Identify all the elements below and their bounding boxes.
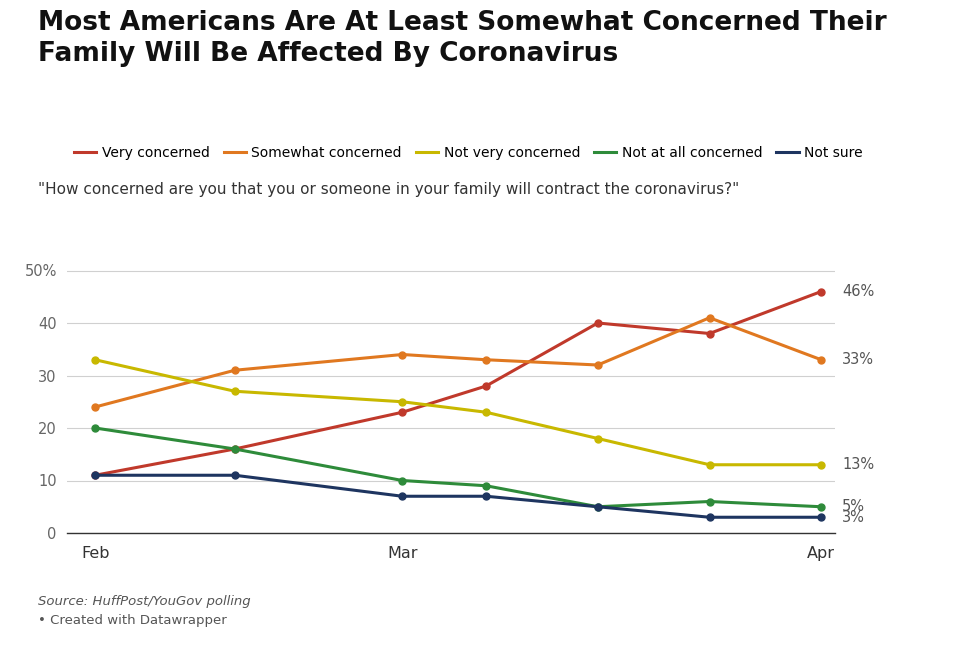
Text: Most Americans Are At Least Somewhat Concerned Their
Family Will Be Affected By : Most Americans Are At Least Somewhat Con… — [38, 10, 887, 67]
Legend: Very concerned, Somewhat concerned, Not very concerned, Not at all concerned, No: Very concerned, Somewhat concerned, Not … — [74, 146, 863, 161]
Text: • Created with Datawrapper: • Created with Datawrapper — [38, 614, 228, 627]
Text: Source: HuffPost/YouGov polling: Source: HuffPost/YouGov polling — [38, 595, 251, 608]
Text: 33%: 33% — [842, 352, 875, 367]
Text: 46%: 46% — [842, 284, 875, 299]
Text: 3%: 3% — [842, 510, 865, 525]
Text: "How concerned are you that you or someone in your family will contract the coro: "How concerned are you that you or someo… — [38, 182, 739, 197]
Text: 13%: 13% — [842, 457, 875, 473]
Text: 5%: 5% — [842, 499, 865, 514]
